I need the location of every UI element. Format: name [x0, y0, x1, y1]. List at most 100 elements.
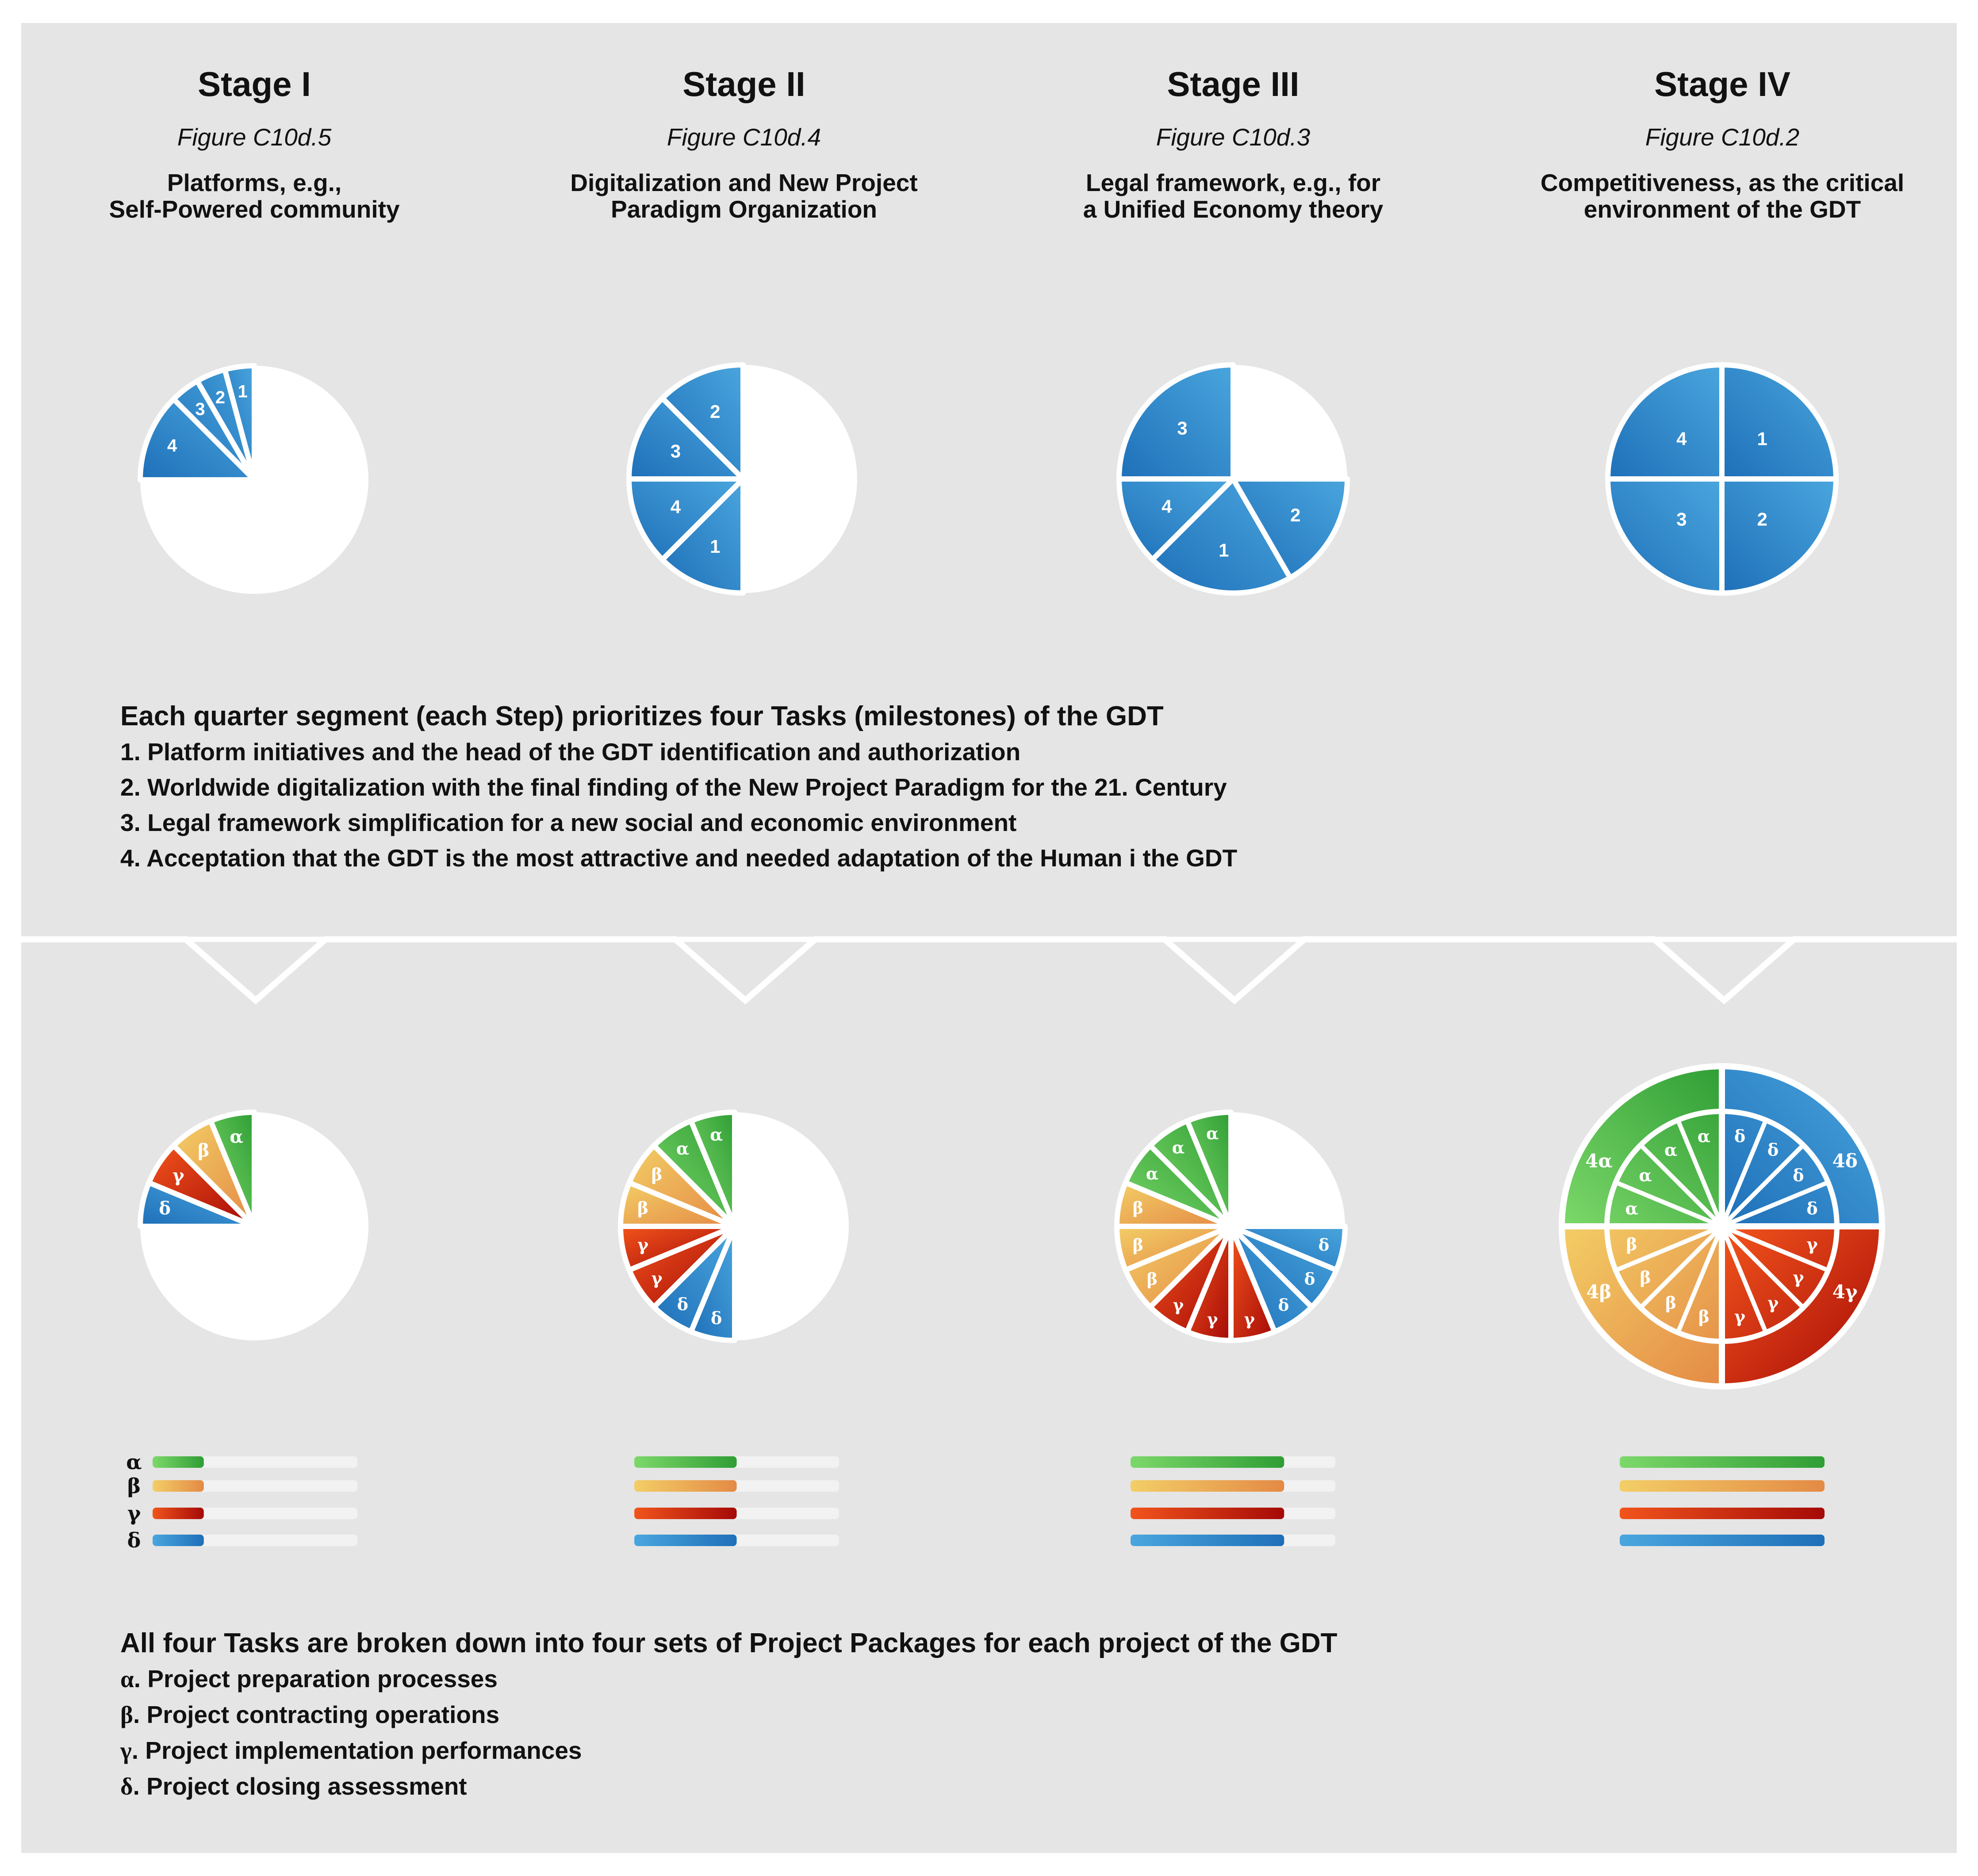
inner-spoke [1721, 1180, 1829, 1229]
bar-fill-gamma [1131, 1508, 1284, 1519]
stage-description: Platforms, e.g., Self-Powered community [109, 169, 400, 223]
package-item: α. Project preparation processes [120, 1665, 498, 1692]
inner-spoke [1675, 1119, 1724, 1227]
inner-spoke [1639, 1225, 1724, 1309]
task-pie-stage-3: 3 4 1 2 [1116, 362, 1350, 596]
tasks-legend: Each quarter segment (each Step) priorit… [120, 699, 1713, 876]
figure-label: Figure C10d.3 [1156, 123, 1311, 151]
pie-empty-area [743, 365, 857, 593]
inner-slice-label: α [1698, 1126, 1710, 1146]
inner-spoke [1614, 1224, 1723, 1273]
package-slice-label: δ [1304, 1269, 1315, 1289]
inner-slice-label: α [1664, 1140, 1677, 1160]
bar-fill-beta [1620, 1480, 1825, 1492]
pie-empty-area [735, 1112, 849, 1340]
package-slice-label: γ [1173, 1295, 1184, 1315]
task-slice-1 [1150, 476, 1293, 596]
task-slice-3 [1605, 476, 1725, 596]
bar-fill-beta [634, 1480, 737, 1492]
task-item: 2. Worldwide digitalization with the fin… [120, 773, 1227, 801]
bar-track [153, 1456, 357, 1468]
stage-description: Legal framework, e.g., for a Unified Econ… [1083, 169, 1384, 223]
package-slice-label: α [676, 1139, 689, 1159]
stage-description: Digitalization and New Project Paradigm O… [570, 169, 918, 223]
task-slice-4 [138, 396, 257, 482]
task-slice-label: 4 [167, 436, 177, 456]
inner-spoke [1720, 1225, 1805, 1309]
package-slice-label: β [1133, 1235, 1144, 1255]
task-item: 1. Platform initiatives and the head of … [120, 738, 1021, 766]
inner-slice-label: δ [1806, 1198, 1817, 1218]
task-item: 4. Acceptation that the GDT is the most … [120, 844, 1238, 872]
package-slice-label: δ [677, 1294, 688, 1314]
bar-fill-delta [1131, 1535, 1284, 1546]
inner-slice-label: β [1626, 1234, 1637, 1254]
bar-fill-delta [1620, 1535, 1825, 1546]
packages-heading: All four Tasks are broken down into four… [120, 1628, 1338, 1658]
bar-label-beta: β [127, 1474, 141, 1498]
inner-spoke [1720, 1143, 1805, 1228]
inner-slice-label: δ [1767, 1140, 1779, 1160]
inner-spoke [1721, 1224, 1829, 1273]
stage-title: Stage IV [1654, 65, 1790, 103]
package-slice-label: δ [711, 1308, 722, 1328]
task-slice-label: 2 [710, 401, 720, 422]
package-slice-alpha [208, 1110, 257, 1229]
task-slice-1 [1719, 362, 1839, 482]
task-pie-stage-2: 2 3 4 1 [626, 362, 857, 596]
package-slice-label: α [1206, 1124, 1219, 1143]
package-slice-label: γ [652, 1268, 663, 1288]
stage-title: Stage I [198, 65, 311, 103]
package-slice-label: γ [1207, 1309, 1218, 1329]
task-slice-2 [659, 362, 746, 482]
bar-track [153, 1480, 357, 1492]
inner-spoke [1720, 1119, 1768, 1227]
outer-quadrant-label: 4β [1586, 1281, 1611, 1302]
bar-group-stage-3 [1131, 1456, 1335, 1546]
inner-slice-label: γ [1767, 1293, 1779, 1313]
stage-title: Stage III [1167, 65, 1300, 103]
bar-track [153, 1508, 357, 1519]
package-slice-label: δ [1278, 1295, 1289, 1315]
stage-2-header: Stage II Figure C10d.4 Digitalization an… [523, 64, 965, 222]
package-slice-label: β [1147, 1269, 1158, 1289]
panel-divider [21, 936, 1957, 1005]
task-slice-label: 2 [215, 388, 225, 407]
bar-track [153, 1535, 357, 1546]
inner-spoke [1614, 1180, 1723, 1229]
task-slice-label: 1 [1219, 540, 1229, 561]
inner-spoke [1639, 1143, 1724, 1228]
task-slice-label: 4 [1162, 496, 1172, 517]
outer-quadrant-label: 4α [1585, 1150, 1613, 1172]
packages-legend: All four Tasks are broken down into four… [120, 1626, 1713, 1804]
package-slice-label: γ [1244, 1309, 1255, 1329]
bar-label-delta: δ [127, 1528, 141, 1552]
package-slice-label: δ [1319, 1235, 1330, 1255]
inner-slice-label: γ [1734, 1307, 1746, 1327]
task-slice-3 [626, 395, 746, 482]
task-slice-label: 4 [671, 497, 681, 517]
figure-label: Figure C10d.5 [177, 123, 332, 151]
task-slice-label: 2 [1757, 509, 1767, 530]
package-slice-alpha [1184, 1110, 1234, 1229]
task-slice-label: 1 [238, 382, 248, 401]
package-slice-label: α [1146, 1164, 1158, 1183]
inner-slice-label: γ [1806, 1234, 1818, 1254]
bar-fill-alpha [1620, 1456, 1825, 1468]
package-slice-label: α [710, 1125, 723, 1145]
package-slice-label: γ [637, 1235, 649, 1255]
task-slice-2 [1230, 476, 1350, 581]
task-slice-label: 1 [710, 536, 720, 557]
bar-fill-gamma [634, 1508, 737, 1519]
package-slice-label: β [1133, 1198, 1144, 1217]
package-slice-label: β [198, 1140, 210, 1161]
task-slice-3 [1116, 362, 1236, 482]
bar-fill-delta [153, 1535, 204, 1546]
stage-4-header: Stage IV Figure C10d.2 Competitiveness, … [1501, 64, 1944, 222]
